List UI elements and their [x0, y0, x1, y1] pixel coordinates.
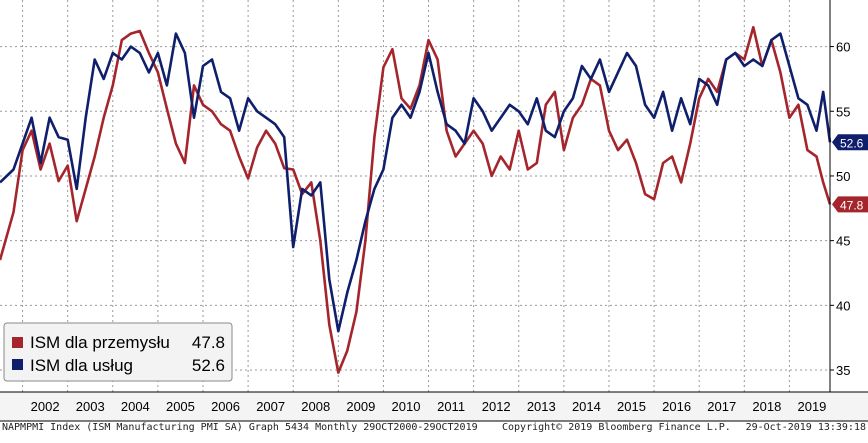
- last-value-tag-services: [832, 134, 868, 151]
- series-line-manufacturing: [0, 25, 832, 374]
- footer-source: NAPMPMI Index (ISM Manufacturing PMI SA)…: [2, 422, 478, 433]
- x-tick-label: 2005: [166, 399, 195, 414]
- legend-swatch-services: [12, 359, 23, 370]
- legend-value-services: 52.6: [192, 356, 225, 375]
- y-tick-label: 40: [836, 298, 850, 313]
- series-lines: [0, 25, 832, 374]
- x-tick-label: 2006: [211, 399, 240, 414]
- footer-copyright: Copyright© 2019 Bloomberg Finance L.P.: [502, 422, 731, 433]
- x-tick-labels: 2002 2003 2004 2005 2006 2007 2008 2009 2010 2011…: [31, 399, 827, 414]
- legend-value-manufacturing: 47.8: [192, 333, 225, 352]
- legend-box: [3, 322, 233, 382]
- x-axis-band: [0, 392, 868, 421]
- last-value-label-services: 52.6: [840, 136, 864, 150]
- legend-swatch-manufacturing: [12, 337, 23, 348]
- last-value-tags: 47.8 52.6: [832, 134, 868, 213]
- x-tick-label: 2008: [301, 399, 330, 414]
- x-tick-label: 2016: [662, 399, 691, 414]
- y-tick-label: 50: [836, 169, 850, 184]
- x-tick-label: 2015: [617, 399, 646, 414]
- x-tick-label: 2002: [31, 399, 60, 414]
- last-value-tag-manufacturing: [832, 196, 868, 213]
- series-line-services: [0, 32, 832, 333]
- footer: NAPMPMI Index (ISM Manufacturing PMI SA)…: [2, 422, 866, 436]
- y-tick-label: 45: [836, 234, 850, 249]
- x-tick-label: 2014: [572, 399, 601, 414]
- y-tick-label: 60: [836, 40, 850, 55]
- y-tick-label: 55: [836, 104, 850, 119]
- x-tick-label: 2012: [482, 399, 511, 414]
- x-tick-label: 2019: [797, 399, 826, 414]
- axes: [0, 0, 868, 422]
- legend-label-services: ISM dla usług: [30, 356, 133, 375]
- x-tick-label: 2003: [76, 399, 105, 414]
- footer-timestamp: 29-Oct-2019 13:39:18: [745, 422, 866, 433]
- y-tick-label: 35: [836, 363, 850, 378]
- x-tick-label: 2018: [752, 399, 781, 414]
- x-tick-label: 2004: [121, 399, 150, 414]
- x-tick-label: 2007: [256, 399, 285, 414]
- x-tick-label: 2011: [437, 399, 465, 414]
- y-tick-labels: 35 40 45 50 55 60: [836, 40, 850, 378]
- last-value-label-manufacturing: 47.8: [840, 198, 864, 212]
- x-tick-label: 2017: [707, 399, 736, 414]
- x-tick-label: 2009: [346, 399, 375, 414]
- legend: ISM dla przemysłu 47.8 ISM dla usług 52.…: [3, 322, 233, 382]
- legend-label-manufacturing: ISM dla przemysłu: [30, 333, 170, 352]
- x-tick-label: 2010: [392, 399, 421, 414]
- x-tick-label: 2013: [527, 399, 556, 414]
